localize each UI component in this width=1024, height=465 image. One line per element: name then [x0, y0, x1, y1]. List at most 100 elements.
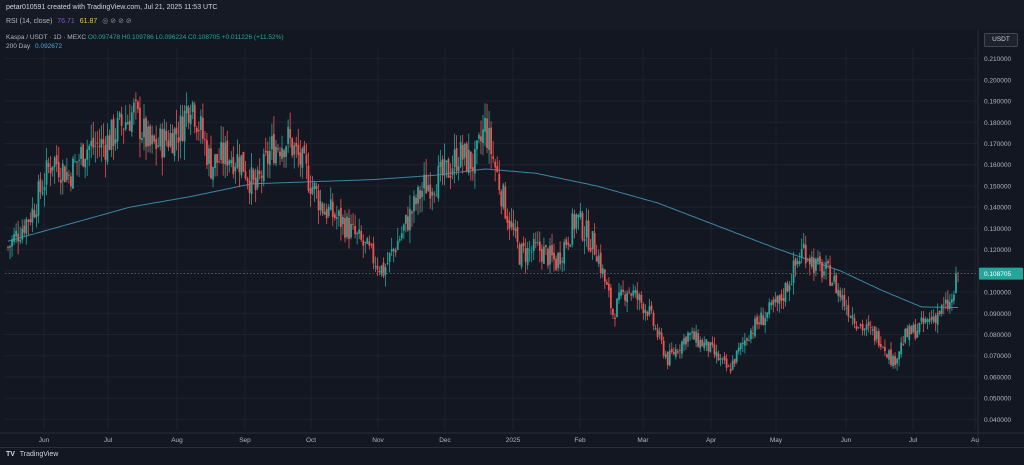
candle-body	[366, 238, 369, 244]
x-tick-label: May	[770, 437, 783, 444]
candle-body	[754, 318, 756, 337]
candle-body	[711, 342, 714, 345]
candle-body	[335, 217, 338, 219]
candle-body	[815, 258, 817, 271]
y-tick-label: 0.160000	[984, 162, 1011, 169]
last-price-badge	[979, 267, 1023, 280]
candle-body	[110, 119, 113, 150]
candle-body	[439, 161, 442, 167]
candle-body	[585, 220, 588, 238]
candle-body	[258, 171, 261, 174]
candle-body	[433, 193, 436, 195]
ma200-layer	[7, 168, 958, 308]
candle-body	[437, 165, 440, 199]
candle-body	[17, 233, 20, 242]
candle-body	[855, 325, 858, 330]
candle-body	[303, 145, 306, 153]
candle-body	[914, 324, 917, 339]
candle-body	[676, 351, 679, 353]
candle-body	[469, 151, 472, 170]
currency-button[interactable]: USDT	[984, 33, 1018, 47]
candle-body	[928, 318, 931, 322]
candle-body	[37, 181, 40, 216]
high-value: H0.109786	[121, 34, 154, 41]
candle-body	[242, 151, 245, 172]
candle-body	[72, 158, 74, 189]
brand-name: TradingView	[19, 451, 59, 458]
candle-body	[471, 167, 474, 172]
candle-body	[199, 116, 202, 131]
candle-body	[394, 250, 397, 253]
candle-body	[632, 290, 635, 296]
candle-body	[218, 161, 221, 163]
candle-body	[358, 229, 361, 234]
candle-body	[841, 295, 844, 300]
candle-body	[679, 349, 681, 351]
candle-body	[705, 339, 708, 346]
candle-body	[145, 118, 147, 147]
candle-body	[494, 161, 497, 168]
y-axis[interactable]: 0.210000 0.200000 0.190000 0.180000 0.170000…	[977, 30, 1011, 446]
candle-body	[847, 304, 850, 317]
candle-body	[406, 216, 409, 231]
candle-body	[634, 289, 637, 294]
candle-body	[772, 299, 775, 305]
candle-body	[404, 214, 407, 224]
candle-body	[139, 107, 141, 140]
candle-body	[161, 129, 164, 158]
candle-body	[938, 310, 941, 315]
candle-body	[542, 246, 545, 264]
candle-body	[662, 340, 665, 356]
candle-body	[780, 293, 783, 301]
candle-body	[246, 178, 249, 182]
candle-body	[411, 211, 413, 214]
candle-body	[143, 118, 145, 138]
candle-body	[163, 128, 166, 157]
candle-body	[31, 208, 34, 223]
candle-body	[256, 169, 259, 188]
candle-body	[201, 117, 204, 139]
candle-body	[100, 138, 103, 148]
candle-body	[892, 355, 894, 367]
candle-body	[766, 312, 769, 318]
x-axis[interactable]: Jun Jul Aug Sep Oct Nov Dec 2025 Feb Mar Apr May Jun…	[0, 432, 1024, 444]
candle-body	[672, 351, 675, 355]
tradingview-brand[interactable]: TV TradingView	[6, 451, 58, 458]
candle-body	[687, 332, 689, 342]
indicator-settings-icon[interactable]: ◎ ⊘ ⊘ ⊘	[102, 18, 132, 25]
candle-body	[29, 219, 32, 222]
symbol-title[interactable]: Kaspa / USDT · 1D · MEXC	[6, 34, 87, 41]
candle-body	[482, 129, 484, 144]
candle-body	[502, 184, 505, 208]
y-tick-label: 0.170000	[984, 141, 1011, 148]
candle-body	[508, 220, 511, 229]
candle-body	[591, 230, 594, 250]
candle-body	[871, 329, 874, 331]
candle-body	[760, 312, 762, 325]
candle-body	[473, 149, 476, 174]
rsi-indicator-legend[interactable]: RSI (14, close) 76.71 61.87 ◎ ⊘ ⊘ ⊘	[6, 17, 132, 25]
candle-body	[538, 241, 541, 251]
candle-body	[106, 135, 109, 162]
x-tick-label: Jun	[39, 437, 50, 444]
candle-body	[614, 317, 616, 320]
ma-label[interactable]: 200 Day	[6, 43, 31, 50]
candle-body	[906, 328, 909, 337]
candle-body	[461, 144, 464, 160]
candle-body	[230, 160, 233, 164]
candle-body	[277, 148, 279, 150]
candle-body	[360, 231, 363, 240]
candle-body	[894, 356, 896, 366]
candle-body	[189, 114, 192, 125]
y-tick-label: 0.100000	[984, 290, 1011, 297]
candle-body	[398, 239, 401, 241]
candle-body	[802, 243, 805, 249]
candle-body	[283, 150, 285, 157]
candle-body	[291, 138, 294, 156]
candle-body	[429, 184, 432, 199]
candle-body	[869, 326, 872, 328]
candle-body	[11, 239, 13, 247]
candle-body	[618, 292, 620, 300]
candle-body	[955, 273, 957, 293]
